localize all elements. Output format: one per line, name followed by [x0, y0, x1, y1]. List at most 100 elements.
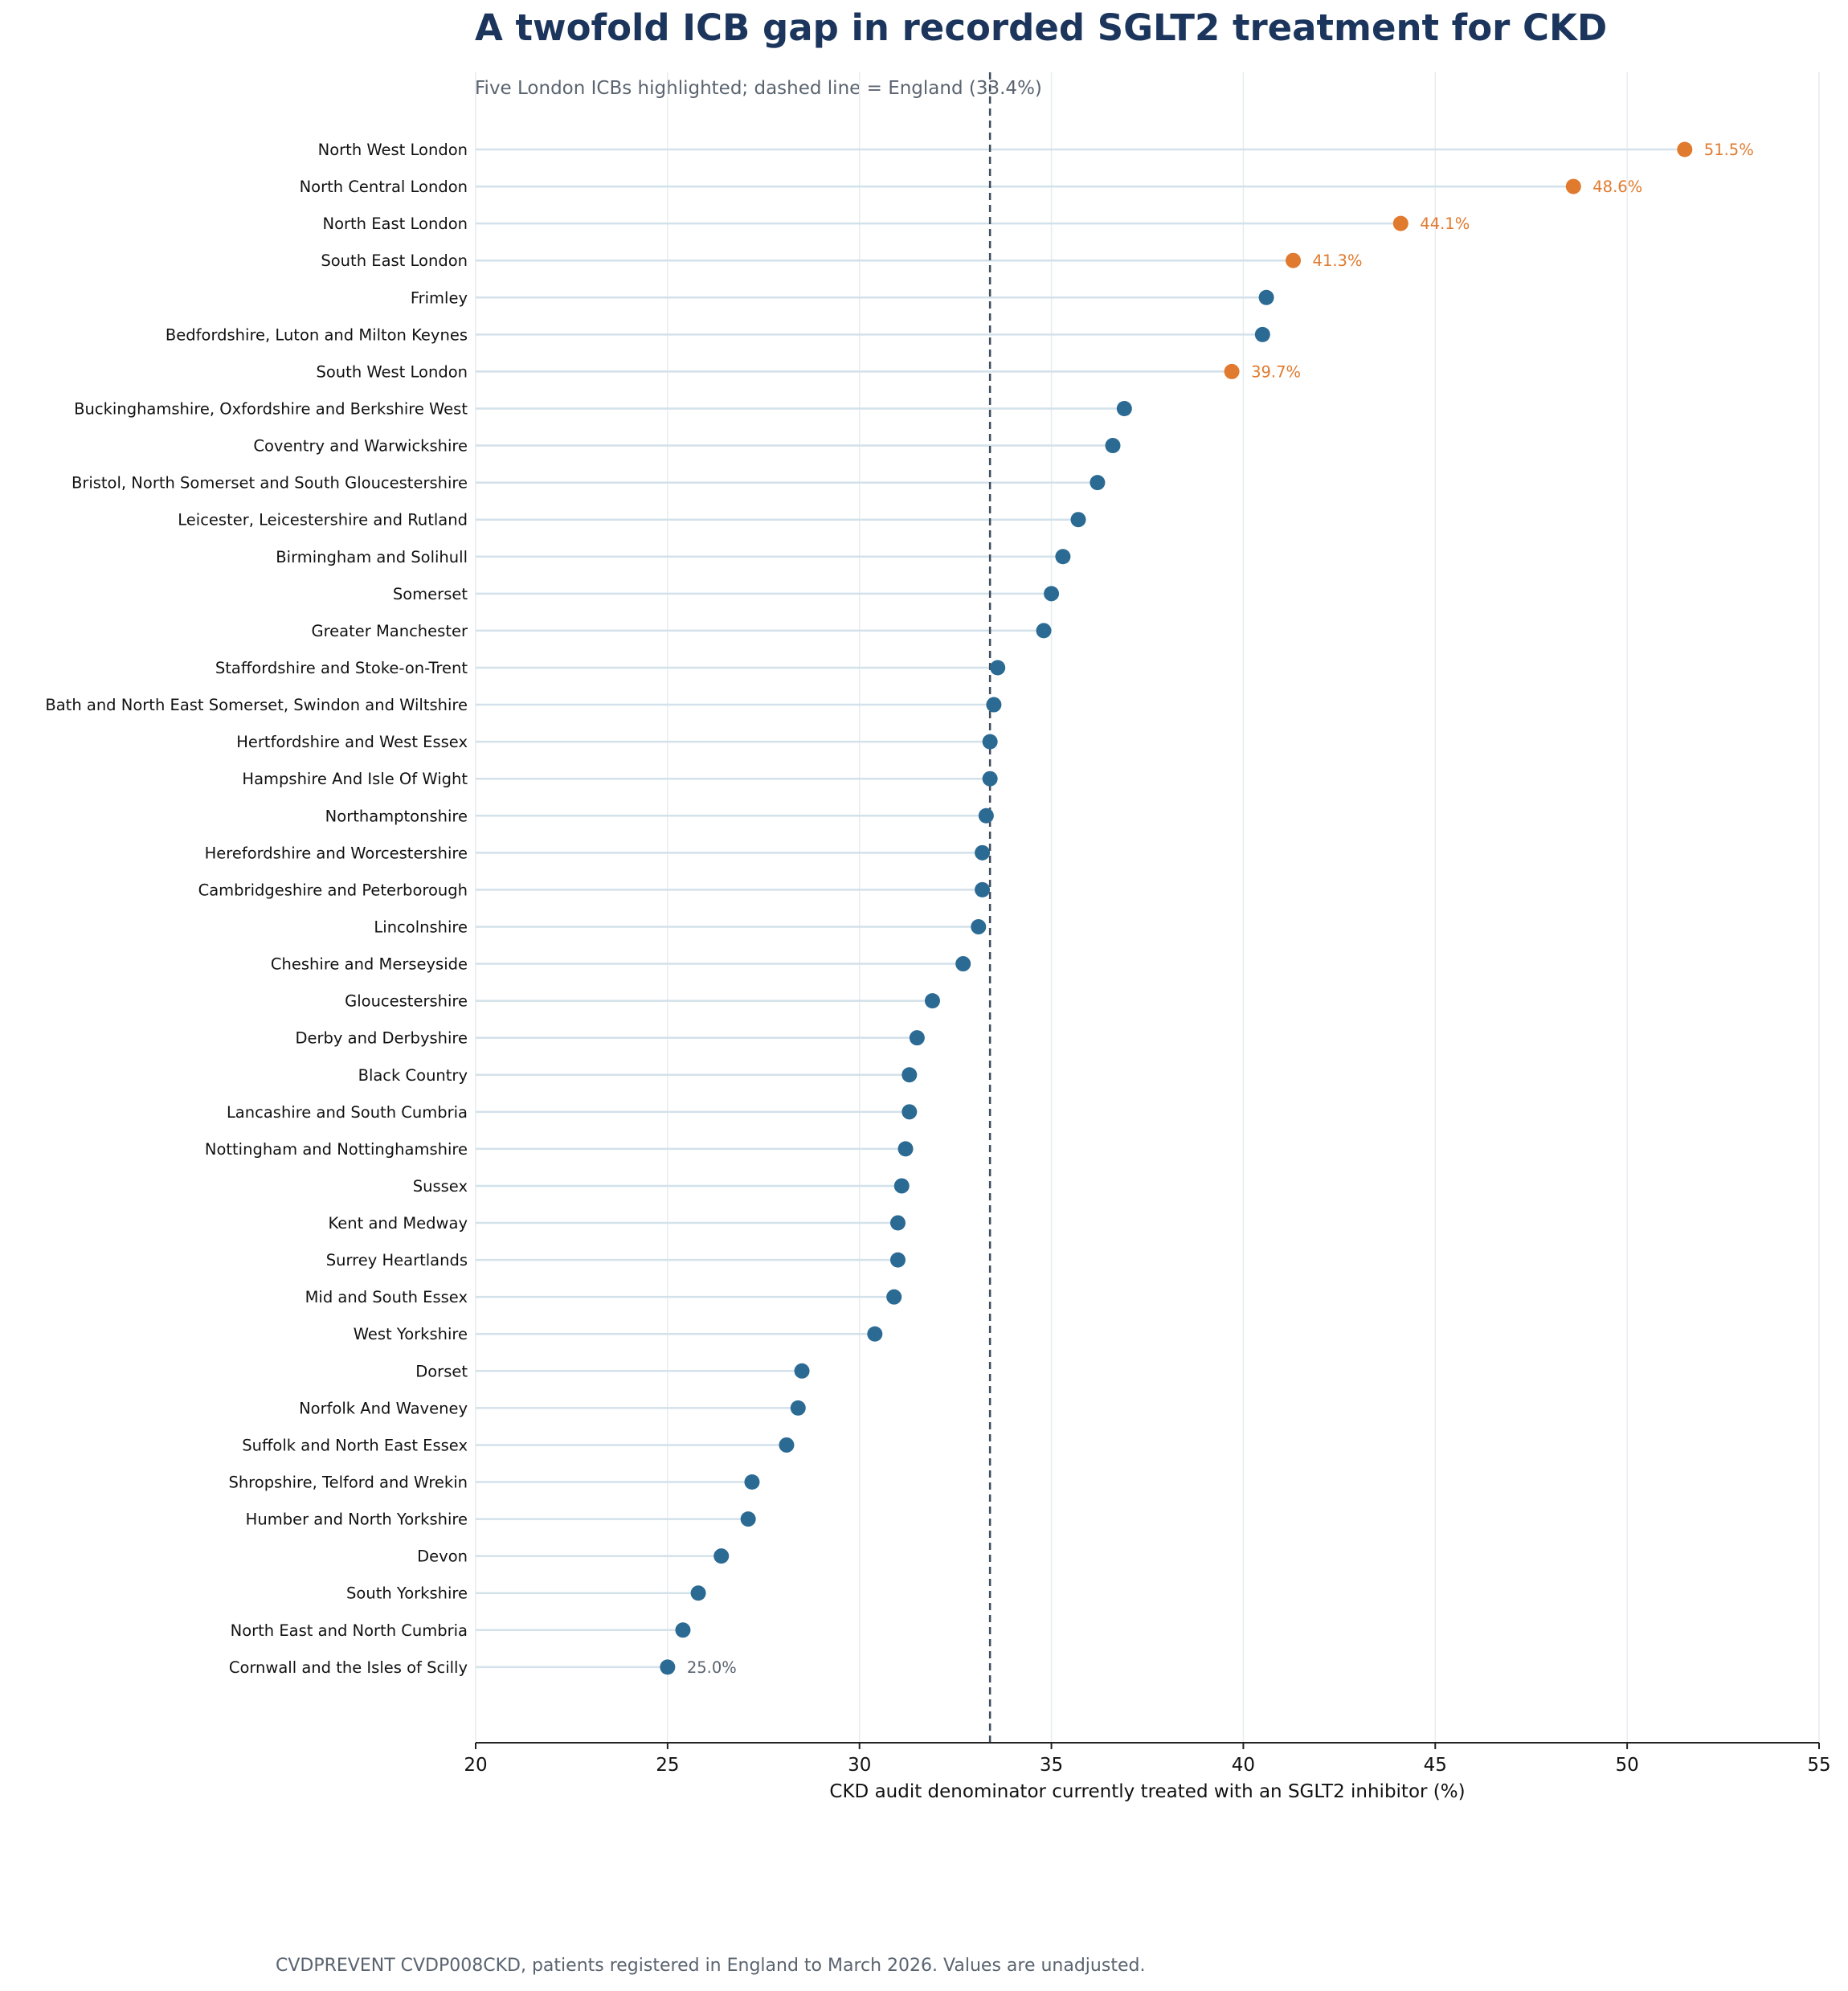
- data-point-highlight: [1224, 363, 1240, 379]
- data-point: [978, 807, 994, 824]
- data-point: [955, 956, 971, 972]
- category-label: Greater Manchester: [311, 622, 468, 640]
- category-label: Nottingham and Nottinghamshire: [205, 1140, 468, 1159]
- data-point: [982, 734, 998, 750]
- category-label: Lancashire and South Cumbria: [227, 1103, 468, 1122]
- data-point: [893, 1178, 910, 1194]
- x-tick-label: 20: [464, 1755, 487, 1776]
- category-label: Staffordshire and Stoke-on-Trent: [215, 659, 468, 677]
- category-label: Dorset: [415, 1362, 468, 1380]
- data-point: [975, 881, 991, 897]
- x-tick-label: 55: [1807, 1755, 1830, 1776]
- value-label: 41.3%: [1313, 251, 1363, 270]
- category-label: Black Country: [358, 1066, 468, 1085]
- category-label: Devon: [417, 1547, 468, 1566]
- stems: [476, 148, 1685, 1669]
- category-label: Kent and Medway: [328, 1214, 468, 1233]
- data-point: [886, 1289, 902, 1305]
- chart-title: A twofold ICB gap in recorded SGLT2 trea…: [475, 6, 1607, 49]
- x-axis-ticks: 20 25 30 35 40 45 50 55: [464, 1743, 1831, 1776]
- category-label: West Yorkshire: [354, 1325, 468, 1343]
- category-label: Buckinghamshire, Oxfordshire and Berkshi…: [74, 399, 468, 418]
- category-label: Cornwall and the Isles of Scilly: [229, 1658, 468, 1677]
- data-point-highlight: [1286, 252, 1302, 268]
- data-point: [889, 1252, 906, 1268]
- data-point: [867, 1326, 883, 1342]
- data-point: [1070, 512, 1086, 528]
- category-label: Herefordshire and Worcestershire: [205, 844, 468, 862]
- category-label: Northamptonshire: [325, 807, 468, 825]
- data-points: [660, 141, 1693, 1675]
- category-label: Humber and North Yorkshire: [246, 1511, 468, 1529]
- data-point: [1105, 438, 1121, 454]
- category-label: Sussex: [413, 1177, 468, 1196]
- x-tick-label: 40: [1232, 1755, 1255, 1776]
- category-label: Lincolnshire: [374, 918, 468, 936]
- data-point: [740, 1511, 756, 1527]
- data-point: [1036, 623, 1052, 639]
- data-point: [971, 918, 987, 934]
- category-label: Somerset: [393, 585, 468, 603]
- gridlines: [475, 72, 1820, 1743]
- category-label: Derby and Derbyshire: [296, 1029, 468, 1048]
- category-label: Bedfordshire, Luton and Milton Keynes: [166, 325, 468, 344]
- category-label: Hertfordshire and West Essex: [236, 733, 468, 751]
- value-label: 51.5%: [1704, 141, 1754, 159]
- data-point: [779, 1437, 795, 1453]
- category-label: Suffolk and North East Essex: [242, 1436, 468, 1454]
- value-label: 48.6%: [1592, 178, 1642, 196]
- x-tick-label: 45: [1424, 1755, 1447, 1776]
- data-point-highlight: [1677, 141, 1693, 157]
- x-tick-label: 30: [848, 1755, 871, 1776]
- x-tick-label: 50: [1616, 1755, 1639, 1776]
- category-label: Leicester, Leicestershire and Rutland: [178, 511, 468, 529]
- category-label: Coventry and Warwickshire: [253, 437, 468, 456]
- value-label: 25.0%: [687, 1658, 737, 1677]
- data-point: [902, 1104, 918, 1120]
- data-point-highlight: [1392, 215, 1408, 231]
- category-label: Birmingham and Solihull: [276, 548, 468, 566]
- data-point: [1044, 586, 1060, 602]
- data-point: [990, 660, 1006, 676]
- category-label: North Central London: [300, 178, 468, 196]
- category-label: Surrey Heartlands: [326, 1251, 468, 1269]
- data-point: [1090, 475, 1106, 491]
- data-point: [909, 1030, 925, 1046]
- value-label: 39.7%: [1251, 362, 1301, 381]
- category-label: Cheshire and Merseyside: [271, 955, 468, 974]
- data-point: [744, 1474, 760, 1490]
- data-point: [975, 844, 991, 861]
- data-point: [924, 993, 940, 1009]
- category-label: South West London: [317, 362, 468, 381]
- data-point: [982, 771, 998, 787]
- data-point: [897, 1141, 914, 1157]
- source-note: CVDPREVENT CVDP008CKD, patients register…: [276, 1956, 1145, 1976]
- category-label: Bath and North East Somerset, Swindon an…: [45, 696, 468, 714]
- category-labels: North West London North Central London Nor…: [45, 141, 468, 1677]
- data-point: [1116, 400, 1132, 416]
- category-label: Norfolk And Waveney: [299, 1399, 468, 1417]
- category-label: Shropshire, Telford and Wrekin: [228, 1474, 468, 1492]
- chart-subtitle: Five London ICBs highlighted; dashed lin…: [475, 78, 1042, 99]
- data-point: [1258, 289, 1274, 305]
- x-tick-label: 25: [656, 1755, 679, 1776]
- category-label: Frimley: [411, 288, 468, 307]
- category-label: Bristol, North Somerset and South Glouce…: [72, 474, 468, 493]
- data-point: [1055, 549, 1071, 565]
- value-label: 44.1%: [1420, 215, 1470, 233]
- data-point: [675, 1622, 691, 1638]
- data-point-highlight: [1565, 178, 1581, 194]
- x-tick-label: 35: [1040, 1755, 1063, 1776]
- category-label: Mid and South Essex: [305, 1288, 468, 1306]
- category-label: South East London: [321, 251, 468, 270]
- category-label: South Yorkshire: [346, 1584, 468, 1603]
- data-point: [794, 1363, 810, 1379]
- data-point: [790, 1400, 806, 1416]
- category-label: North East London: [323, 215, 468, 233]
- x-axis-label: CKD audit denominator currently treated …: [829, 1781, 1465, 1802]
- category-label: Cambridgeshire and Peterborough: [198, 881, 468, 899]
- data-point: [713, 1548, 730, 1564]
- data-point: [690, 1585, 706, 1601]
- category-label: Gloucestershire: [345, 992, 468, 1011]
